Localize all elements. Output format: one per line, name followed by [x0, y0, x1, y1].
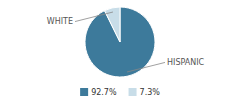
slice-label: HISPANIC: [167, 58, 205, 67]
pie-slice: [85, 7, 155, 77]
chart-container: HISPANIC WHITE 92.7% 7.3%: [0, 0, 240, 100]
leader-line: [75, 12, 113, 22]
slice-label: WHITE: [47, 17, 73, 26]
legend-swatch: [80, 88, 88, 96]
legend-swatch: [129, 88, 137, 96]
leader-line: [127, 62, 165, 72]
pie: [85, 7, 155, 77]
legend-label: 7.3%: [140, 88, 161, 97]
legend: 92.7% 7.3%: [80, 88, 160, 97]
slice-labels: HISPANIC WHITE: [47, 12, 205, 72]
chart-svg: HISPANIC WHITE 92.7% 7.3%: [0, 0, 240, 100]
legend-label: 92.7%: [91, 88, 117, 97]
